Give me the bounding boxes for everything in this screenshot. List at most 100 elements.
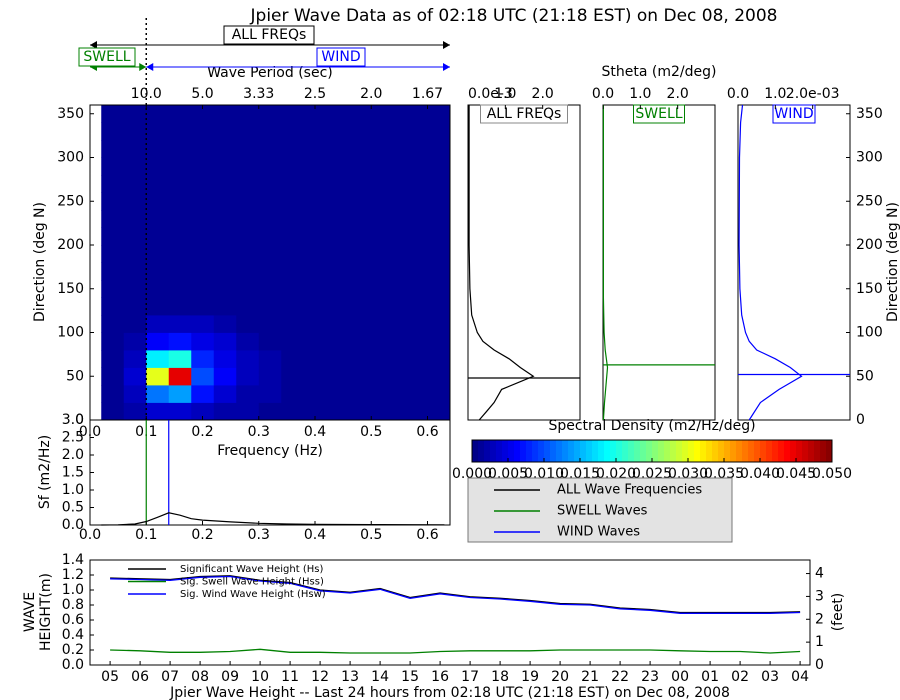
x-tick-label: 12 bbox=[311, 669, 329, 685]
heatmap-cell bbox=[101, 245, 125, 263]
y-tick-label: 0 bbox=[75, 412, 84, 428]
x-tick-label: 0.4 bbox=[304, 527, 326, 543]
y-tick-label: 200 bbox=[57, 237, 84, 253]
heatmap-cell bbox=[348, 262, 372, 281]
heatmap-cell bbox=[258, 332, 282, 351]
heatmap-cell bbox=[326, 280, 350, 298]
colorbar-segment bbox=[736, 440, 743, 462]
heatmap-cell bbox=[303, 367, 327, 386]
heatmap-cell bbox=[191, 227, 215, 246]
heatmap-cell bbox=[416, 245, 451, 263]
heatmap-cell bbox=[326, 122, 350, 141]
heatmap-cell bbox=[303, 245, 327, 263]
colorbar-segment bbox=[586, 440, 593, 462]
colorbar-segment bbox=[568, 440, 575, 462]
colorbar-segment bbox=[754, 440, 761, 462]
arrow-head bbox=[443, 41, 450, 49]
colorbar-segment bbox=[562, 440, 569, 462]
heatmap-cell bbox=[123, 332, 147, 351]
top-x-tick-label: 2.5 bbox=[304, 86, 326, 102]
heatmap-cell bbox=[416, 122, 451, 141]
heatmap-cell bbox=[236, 402, 260, 421]
heatmap-cell bbox=[326, 192, 350, 211]
heatmap-cell bbox=[393, 192, 417, 211]
y2-tick-label: 3 bbox=[815, 588, 824, 604]
heatmap-cell bbox=[168, 210, 192, 228]
heatmap-cell bbox=[213, 402, 237, 421]
heatmap-cell bbox=[168, 280, 192, 298]
heatmap-cell bbox=[236, 332, 260, 351]
heatmap-cell bbox=[416, 280, 451, 298]
heatmap-cell bbox=[281, 350, 305, 368]
y-axis-label: Direction (deg N) bbox=[885, 202, 900, 322]
x-tick-label: 04 bbox=[791, 669, 809, 685]
heatmap-cell bbox=[303, 280, 327, 298]
heatmap-cell bbox=[416, 105, 451, 123]
y-tick-label: 0.0 bbox=[62, 657, 84, 673]
heatmap-cell bbox=[146, 262, 170, 281]
heatmap-cell bbox=[348, 315, 372, 333]
heatmap-cell bbox=[393, 315, 417, 333]
panel-title-box bbox=[772, 104, 816, 124]
top-x-tick-label: 1.67 bbox=[412, 86, 443, 102]
colorbar-segment bbox=[496, 440, 503, 462]
heatmap-cell bbox=[168, 350, 192, 368]
colorbar-segment bbox=[664, 440, 671, 462]
x-tick-label: 02 bbox=[731, 669, 749, 685]
colorbar-segment bbox=[610, 440, 617, 462]
colorbar-segment bbox=[796, 440, 803, 462]
heatmap-cell bbox=[326, 140, 350, 158]
y-tick-label: 100 bbox=[57, 325, 84, 341]
y-tick-label: 50 bbox=[856, 368, 874, 384]
colorbar-segment bbox=[640, 440, 647, 462]
heatmap-cell bbox=[146, 297, 170, 316]
heatmap-cell bbox=[326, 245, 350, 263]
heatmap-cell bbox=[168, 122, 192, 141]
x-tick-label: 01 bbox=[701, 669, 719, 685]
colorbar-segment bbox=[676, 440, 683, 462]
heatmap-cell bbox=[348, 175, 372, 193]
heatmap-cell bbox=[236, 157, 260, 176]
y-tick-label: 0.4 bbox=[62, 627, 84, 643]
heatmap-cell bbox=[281, 245, 305, 263]
heatmap-cell bbox=[326, 105, 350, 123]
panel-title-box bbox=[633, 104, 685, 124]
heatmap-cell bbox=[416, 157, 451, 176]
heatmap-cell bbox=[213, 245, 237, 263]
heatmap-cell bbox=[348, 280, 372, 298]
wind-label-box bbox=[316, 47, 366, 67]
y-axis-label: WAVE bbox=[22, 592, 38, 632]
heatmap-cell bbox=[326, 227, 350, 246]
heatmap-cell bbox=[281, 280, 305, 298]
heatmap-cell bbox=[123, 245, 147, 263]
x-tick-label: 0.2 bbox=[191, 527, 213, 543]
x-tick-label: 2.0 bbox=[667, 86, 689, 102]
heatmap-cell bbox=[258, 297, 282, 316]
heatmap-cell bbox=[123, 402, 147, 421]
heatmap-cell bbox=[168, 192, 192, 211]
profile-line bbox=[602, 105, 609, 421]
heatmap-cell bbox=[213, 332, 237, 351]
heatmap-cell bbox=[281, 297, 305, 316]
heatmap-cell bbox=[213, 105, 237, 123]
top-x-axis-label: Wave Period (sec) bbox=[207, 65, 333, 81]
colorbar-segment bbox=[688, 440, 695, 462]
heatmap-cell bbox=[303, 402, 327, 421]
colorbar-segment bbox=[718, 440, 725, 462]
height-line bbox=[110, 575, 801, 614]
legend-label: WIND Waves bbox=[557, 525, 640, 540]
heatmap-cell bbox=[281, 227, 305, 246]
colorbar-segment bbox=[574, 440, 581, 462]
y-tick-label: 2.0 bbox=[62, 447, 84, 463]
y-tick-label: 250 bbox=[57, 193, 84, 209]
heatmap-cell bbox=[348, 297, 372, 316]
heatmap-cell bbox=[348, 122, 372, 141]
heatmap-cell bbox=[371, 367, 395, 386]
x-tick-label: 14 bbox=[371, 669, 389, 685]
heatmap-cell bbox=[191, 122, 215, 141]
heatmap-cell bbox=[281, 105, 305, 123]
y-tick-label: 0.6 bbox=[62, 612, 84, 628]
heatmap-cell bbox=[416, 297, 451, 316]
y2-tick-label: 0 bbox=[815, 657, 824, 673]
heatmap-cell bbox=[258, 245, 282, 263]
